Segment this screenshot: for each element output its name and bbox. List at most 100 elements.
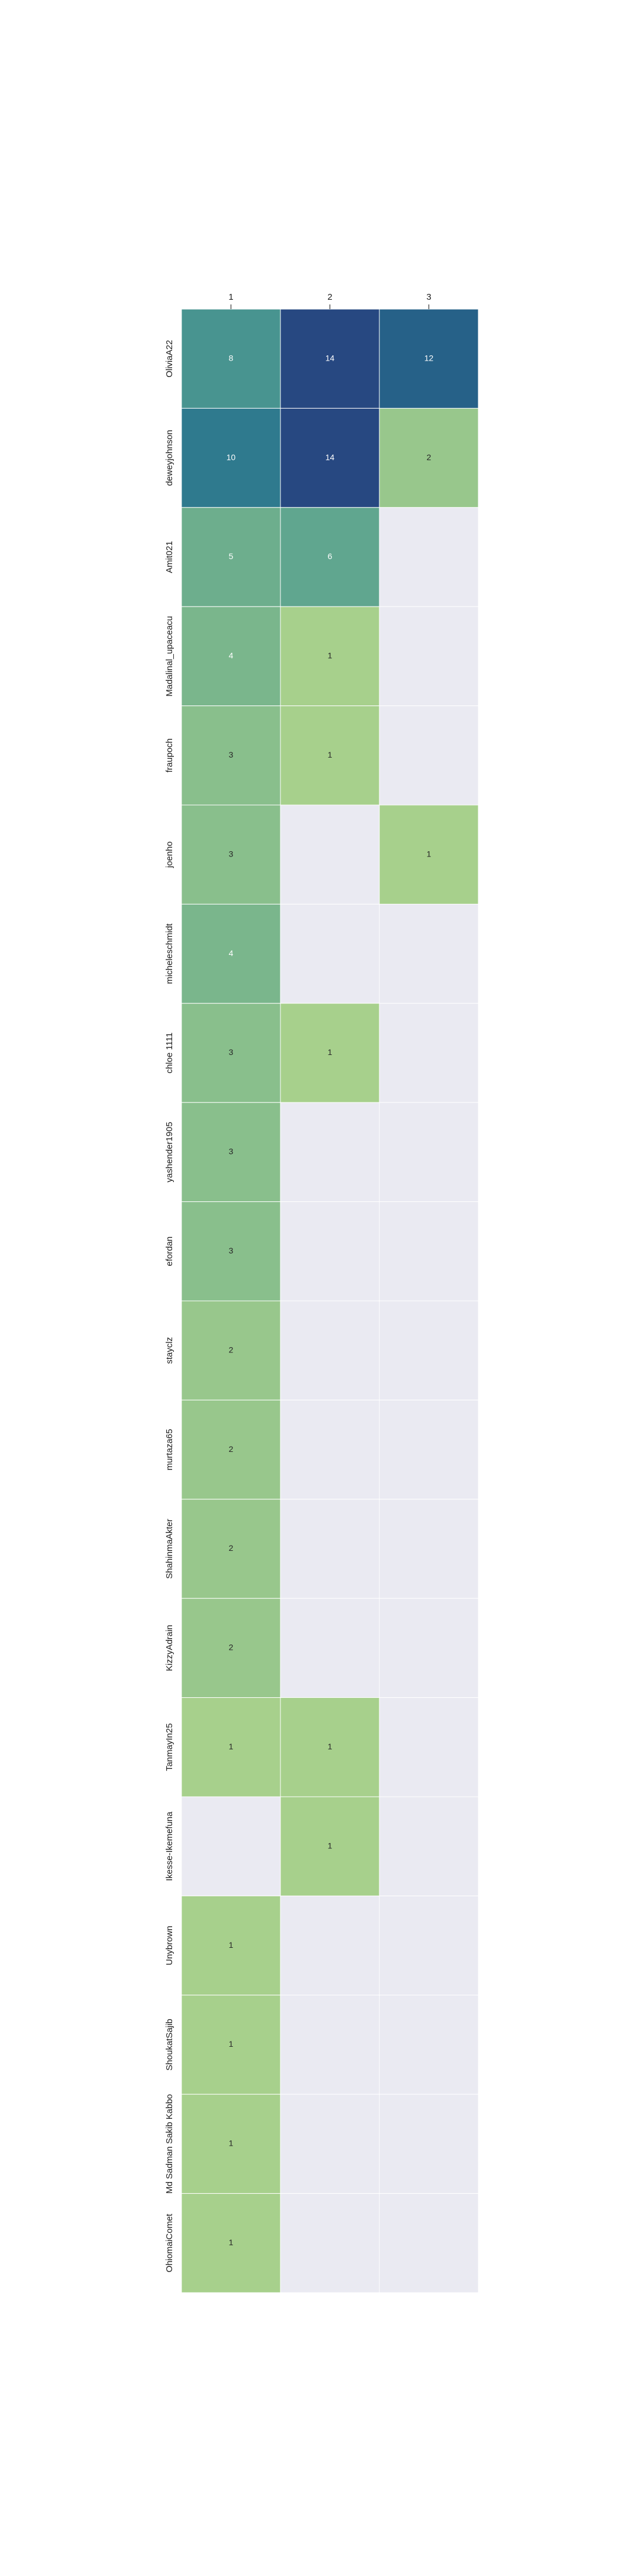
- cell-value-label: 6: [328, 551, 333, 561]
- heatmap-cell: [379, 1003, 479, 1103]
- cell-value-label: 2: [229, 1444, 234, 1454]
- heatmap-cell: [379, 1796, 479, 1896]
- heatmap-cell: [181, 2094, 281, 2194]
- heatmap-cell: [379, 507, 479, 607]
- cell-value-label: 12: [424, 353, 434, 362]
- cell-value-label: 1: [328, 651, 333, 660]
- cell-value-label: 14: [326, 453, 335, 462]
- heatmap-cell: [280, 309, 380, 409]
- cell-value-label: 1: [229, 1940, 234, 1950]
- y-tick-label: fraupoch: [165, 738, 174, 772]
- y-tick-label: ShahinmaAkter: [165, 1519, 174, 1579]
- x-tick-label: 2: [327, 292, 332, 302]
- heatmap-cell: [181, 1102, 281, 1203]
- heatmap-cell: [181, 407, 281, 508]
- cell-value-label: 3: [229, 1246, 234, 1255]
- heatmap-cell: [181, 1598, 281, 1698]
- heatmap-cell: [379, 1499, 479, 1599]
- cell-value-label: 10: [227, 453, 236, 462]
- cell-value-label: 1: [328, 750, 333, 759]
- y-tick-label: Amit021: [165, 541, 174, 573]
- heatmap-cell: [379, 1201, 479, 1301]
- cell-value-label: 4: [229, 948, 234, 958]
- heatmap-cell: [379, 2094, 479, 2194]
- heatmap-cell: [280, 1796, 380, 1896]
- heatmap-cell: [280, 903, 380, 1004]
- heatmap-cell: [181, 1201, 281, 1301]
- heatmap-cell: [280, 1598, 380, 1698]
- heatmap-cell: [379, 407, 479, 508]
- y-tick-label: Md Sadman Sakib Kabbo: [165, 2094, 174, 2194]
- cell-value-label: 3: [229, 1147, 234, 1156]
- y-tick-label: stayclz: [165, 1337, 174, 1364]
- heatmap-cell: [181, 507, 281, 607]
- heatmap-cell: [280, 1697, 380, 1797]
- heatmap-cell: [379, 1697, 479, 1797]
- x-tick-label: 1: [228, 292, 233, 302]
- cell-value-label: 2: [229, 1543, 234, 1553]
- cell-value-label: 14: [326, 353, 335, 362]
- heatmap-cell: [379, 1399, 479, 1500]
- heatmap-cell: [280, 1102, 380, 1203]
- heatmap-cell: [379, 1300, 479, 1400]
- heatmap-cell: [280, 1895, 380, 1996]
- heatmap-cell: [280, 1003, 380, 1103]
- heatmap-cell: [280, 507, 380, 607]
- cell-value-label: 2: [427, 453, 431, 462]
- cell-value-label: 1: [328, 1742, 333, 1751]
- cell-value-label: 1: [229, 2238, 234, 2247]
- heatmap-cell: [280, 1499, 380, 1599]
- heatmap-cell: [181, 804, 281, 905]
- heatmap-cell: [181, 1399, 281, 1500]
- heatmap-cell: [280, 1995, 380, 2095]
- heatmap-cell: [280, 705, 380, 806]
- heatmap-cell: [379, 1895, 479, 1996]
- heatmap-cell: [379, 1102, 479, 1203]
- y-tick-label: efordan: [165, 1236, 174, 1266]
- cell-value-label: 1: [229, 2039, 234, 2049]
- x-tick-label: 3: [426, 292, 431, 302]
- y-tick-label: TanmayIn25: [165, 1723, 174, 1771]
- cell-value-label: 4: [229, 651, 234, 660]
- cell-value-label: 1: [328, 1047, 333, 1057]
- heatmap-cell: [280, 606, 380, 707]
- heatmap-cell: [181, 903, 281, 1004]
- cell-value-label: 8: [229, 353, 234, 362]
- cell-value-label: 5: [229, 551, 234, 561]
- y-tick-label: OhiomaiComet: [165, 2213, 174, 2272]
- heatmap-cell: [181, 1499, 281, 1599]
- x-axis-ticks: 1 2 3: [228, 292, 431, 309]
- heatmap-cell: [181, 1895, 281, 1996]
- heatmap-cell: [379, 804, 479, 905]
- y-tick-label: Ikesse-Ikemefuna: [165, 1811, 174, 1881]
- heatmap-cell: [379, 1598, 479, 1698]
- heatmap-cell: [280, 1201, 380, 1301]
- heatmap-cell: [280, 2193, 380, 2293]
- y-tick-label: deweyjohnson: [165, 430, 174, 486]
- y-tick-label: chloe 1111: [165, 1032, 174, 1073]
- cell-value-label: 2: [229, 1345, 234, 1354]
- heatmap-cell: [280, 407, 380, 508]
- y-tick-label: micheleschmidt: [165, 923, 174, 984]
- y-tick-label: yashender1905: [165, 1122, 174, 1182]
- y-axis-ticks: OliviaA22 deweyjohnson Amit021 Madalinal_up…: [165, 340, 174, 2273]
- heatmap-cell: [280, 2094, 380, 2194]
- y-tick-label: Unybrown: [165, 1926, 174, 1965]
- heatmap-cell: [379, 705, 479, 806]
- heatmap-cell: [379, 903, 479, 1004]
- heatmap-cell: [181, 309, 281, 409]
- y-tick-label: murtaza65: [165, 1429, 174, 1471]
- y-tick-label: OliviaA22: [165, 340, 174, 378]
- cell-value-label: 3: [229, 1047, 234, 1057]
- heatmap-cell: [181, 1003, 281, 1103]
- heatmap-cell: [181, 1300, 281, 1400]
- y-tick-label: ShoukatSajib: [165, 2019, 174, 2070]
- cell-value-label: 3: [229, 750, 234, 759]
- heatmap-cell: [379, 1995, 479, 2095]
- cell-value-label: 1: [427, 849, 431, 858]
- heatmap-cell: [280, 1300, 380, 1400]
- y-tick-label: joenho: [165, 841, 174, 868]
- cell-value-label: 1: [229, 1742, 234, 1751]
